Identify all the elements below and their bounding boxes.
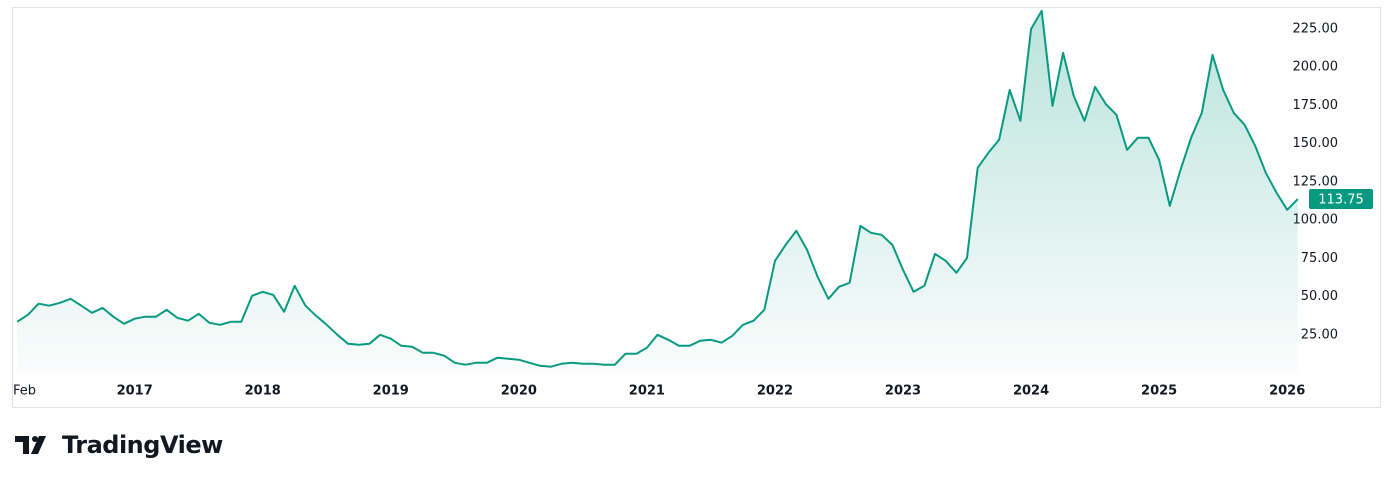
- x-tick-label: 2023: [885, 384, 921, 399]
- x-tick-label: 2022: [757, 384, 793, 399]
- y-tick-label: 25.00: [1301, 327, 1338, 342]
- x-tick-label: 2024: [1013, 384, 1049, 399]
- y-tick-label: 200.00: [1293, 60, 1339, 75]
- y-tick-label: 150.00: [1293, 136, 1339, 151]
- x-tick-label: 2026: [1269, 384, 1305, 399]
- y-tick-label: 75.00: [1301, 251, 1338, 266]
- y-tick-label: 225.00: [1293, 21, 1339, 36]
- brand-logo: TradingView: [15, 431, 224, 459]
- chart-frame: [12, 7, 1381, 408]
- area-fill: [17, 10, 1298, 374]
- y-tick-label: 50.00: [1301, 289, 1338, 304]
- x-tick-label: 2018: [245, 384, 281, 399]
- brand-name: TradingView: [62, 431, 223, 459]
- x-tick-label: 2021: [629, 384, 665, 399]
- x-tick-label: Feb: [13, 384, 36, 399]
- x-tick-label: 2025: [1141, 384, 1177, 399]
- y-tick-label: 100.00: [1293, 213, 1339, 228]
- price-line: [16, 9, 1299, 368]
- x-tick-label: 2017: [117, 384, 153, 399]
- last-price-tag: [1309, 189, 1373, 210]
- y-tick-label: 125.00: [1293, 174, 1339, 189]
- last-price-label: 113.75: [1318, 193, 1364, 208]
- x-tick-label: 2019: [373, 384, 409, 399]
- x-tick-label: 2020: [501, 384, 537, 399]
- y-tick-label: 175.00: [1293, 98, 1339, 113]
